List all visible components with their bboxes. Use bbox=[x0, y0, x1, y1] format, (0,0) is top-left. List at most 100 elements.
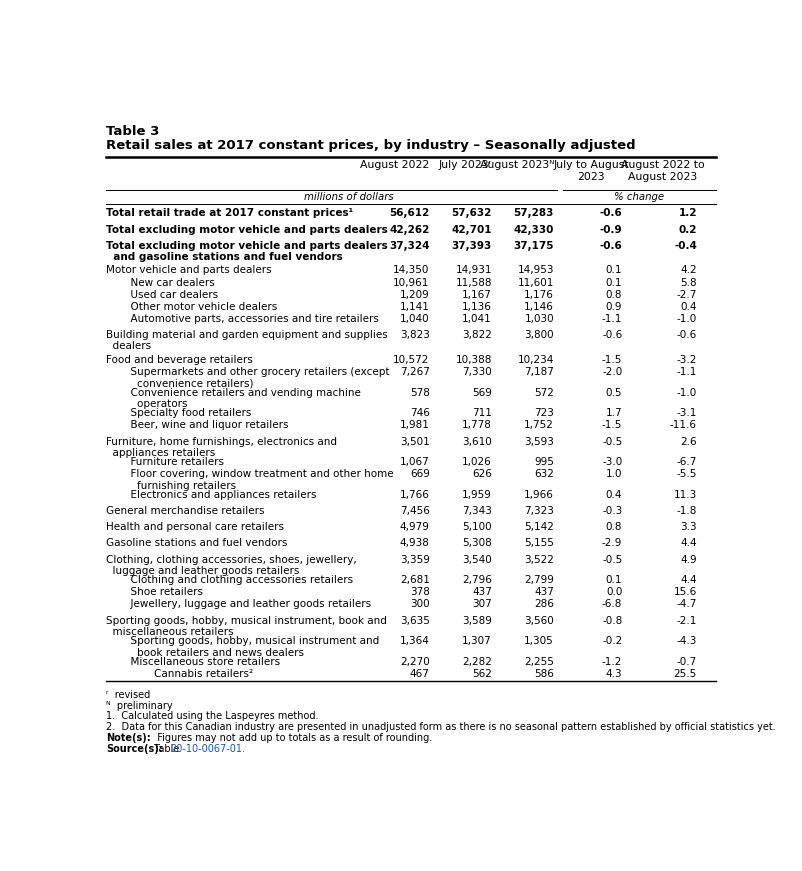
Text: -6.8: -6.8 bbox=[602, 599, 622, 610]
Text: Retail sales at 2017 constant prices, by industry – Seasonally adjusted: Retail sales at 2017 constant prices, by… bbox=[107, 139, 636, 152]
Text: -0.6: -0.6 bbox=[600, 208, 622, 219]
Text: 5,155: 5,155 bbox=[524, 538, 554, 549]
Text: 2.  Data for this Canadian industry are presented in unadjusted form as there is: 2. Data for this Canadian industry are p… bbox=[107, 722, 776, 733]
Text: Table 3: Table 3 bbox=[107, 125, 160, 138]
Text: 4.4: 4.4 bbox=[680, 576, 697, 585]
Text: Note(s):: Note(s): bbox=[107, 733, 152, 743]
Text: 437: 437 bbox=[472, 587, 492, 598]
Text: -0.5: -0.5 bbox=[602, 555, 622, 564]
Text: Total excluding motor vehicle and parts dealers
  and gasoline stations and fuel: Total excluding motor vehicle and parts … bbox=[107, 240, 388, 262]
Text: 7,343: 7,343 bbox=[462, 506, 492, 517]
Text: Source(s):: Source(s): bbox=[107, 744, 164, 753]
Text: 1,364: 1,364 bbox=[399, 637, 430, 646]
Text: 4.2: 4.2 bbox=[680, 266, 697, 275]
Text: Automotive parts, accessories and tire retailers: Automotive parts, accessories and tire r… bbox=[124, 314, 379, 324]
Text: 2,796: 2,796 bbox=[462, 576, 492, 585]
Text: 25.5: 25.5 bbox=[674, 669, 697, 679]
Text: -1.5: -1.5 bbox=[602, 421, 622, 430]
Text: Table: Table bbox=[152, 744, 183, 753]
Text: 0.1: 0.1 bbox=[606, 278, 622, 287]
Text: -1.0: -1.0 bbox=[677, 314, 697, 324]
Text: New car dealers: New car dealers bbox=[124, 278, 215, 287]
Text: 1,040: 1,040 bbox=[400, 314, 430, 324]
Text: 4.3: 4.3 bbox=[606, 669, 622, 679]
Text: Miscellaneous store retailers: Miscellaneous store retailers bbox=[124, 657, 280, 667]
Text: 3,540: 3,540 bbox=[462, 555, 492, 564]
Text: -5.5: -5.5 bbox=[677, 469, 697, 479]
Text: 0.1: 0.1 bbox=[606, 266, 622, 275]
Text: July 2023ʳ: July 2023ʳ bbox=[439, 160, 492, 170]
Text: 2,799: 2,799 bbox=[524, 576, 554, 585]
Text: 626: 626 bbox=[472, 469, 492, 479]
Text: Total excluding motor vehicle and parts dealers: Total excluding motor vehicle and parts … bbox=[107, 225, 388, 234]
Text: -0.9: -0.9 bbox=[600, 225, 622, 234]
Text: General merchandise retailers: General merchandise retailers bbox=[107, 506, 265, 517]
Text: 2,270: 2,270 bbox=[400, 657, 430, 667]
Text: 1,966: 1,966 bbox=[524, 490, 554, 500]
Text: -4.3: -4.3 bbox=[677, 637, 697, 646]
Text: -3.2: -3.2 bbox=[677, 354, 697, 365]
Text: 1,136: 1,136 bbox=[462, 301, 492, 312]
Text: 3,822: 3,822 bbox=[462, 330, 492, 340]
Text: 1,167: 1,167 bbox=[462, 290, 492, 300]
Text: Cannabis retailers²: Cannabis retailers² bbox=[141, 669, 253, 679]
Text: Health and personal care retailers: Health and personal care retailers bbox=[107, 523, 285, 532]
Text: Furniture retailers: Furniture retailers bbox=[124, 457, 224, 468]
Text: -2.9: -2.9 bbox=[602, 538, 622, 549]
Text: 7,267: 7,267 bbox=[399, 367, 430, 377]
Text: 3,823: 3,823 bbox=[399, 330, 430, 340]
Text: Used car dealers: Used car dealers bbox=[124, 290, 218, 300]
Text: Furniture, home furnishings, electronics and
  appliances retailers: Furniture, home furnishings, electronics… bbox=[107, 436, 338, 458]
Text: 286: 286 bbox=[534, 599, 554, 610]
Text: -4.7: -4.7 bbox=[677, 599, 697, 610]
Text: 4,938: 4,938 bbox=[399, 538, 430, 549]
Text: -1.0: -1.0 bbox=[677, 388, 697, 397]
Text: -0.6: -0.6 bbox=[602, 330, 622, 340]
Text: Shoe retailers: Shoe retailers bbox=[124, 587, 203, 598]
Text: 578: 578 bbox=[410, 388, 430, 397]
Text: 20-10-0067-01.: 20-10-0067-01. bbox=[171, 744, 245, 753]
Text: -1.5: -1.5 bbox=[602, 354, 622, 365]
Text: -0.6: -0.6 bbox=[677, 330, 697, 340]
Text: 7,330: 7,330 bbox=[462, 367, 492, 377]
Text: 7,187: 7,187 bbox=[524, 367, 554, 377]
Text: 0.4: 0.4 bbox=[606, 490, 622, 500]
Text: Specialty food retailers: Specialty food retailers bbox=[124, 408, 251, 418]
Text: 5,308: 5,308 bbox=[462, 538, 492, 549]
Text: July to August
2023: July to August 2023 bbox=[553, 160, 629, 182]
Text: 7,456: 7,456 bbox=[399, 506, 430, 517]
Text: August 2023ᴺ: August 2023ᴺ bbox=[480, 160, 554, 170]
Text: 37,175: 37,175 bbox=[513, 240, 554, 251]
Text: 3,359: 3,359 bbox=[399, 555, 430, 564]
Text: 746: 746 bbox=[410, 408, 430, 418]
Text: 7,323: 7,323 bbox=[524, 506, 554, 517]
Text: Other motor vehicle dealers: Other motor vehicle dealers bbox=[124, 301, 277, 312]
Text: 300: 300 bbox=[410, 599, 430, 610]
Text: % change: % change bbox=[614, 192, 665, 202]
Text: 2.6: 2.6 bbox=[680, 436, 697, 447]
Text: Total retail trade at 2017 constant prices¹: Total retail trade at 2017 constant pric… bbox=[107, 208, 354, 219]
Text: -0.8: -0.8 bbox=[602, 616, 622, 625]
Text: 669: 669 bbox=[410, 469, 430, 479]
Text: -1.8: -1.8 bbox=[677, 506, 697, 517]
Text: Electronics and appliances retailers: Electronics and appliances retailers bbox=[124, 490, 316, 500]
Text: 0.8: 0.8 bbox=[606, 523, 622, 532]
Text: Clothing and clothing accessories retailers: Clothing and clothing accessories retail… bbox=[124, 576, 353, 585]
Text: 3,560: 3,560 bbox=[525, 616, 554, 625]
Text: ᴺ  preliminary: ᴺ preliminary bbox=[107, 701, 173, 711]
Text: 3,635: 3,635 bbox=[399, 616, 430, 625]
Text: 42,330: 42,330 bbox=[513, 225, 554, 234]
Text: 1.2: 1.2 bbox=[678, 208, 697, 219]
Text: 562: 562 bbox=[472, 669, 492, 679]
Text: Building material and garden equipment and supplies
  dealers: Building material and garden equipment a… bbox=[107, 330, 388, 352]
Text: 1.7: 1.7 bbox=[606, 408, 622, 418]
Text: 0.8: 0.8 bbox=[606, 290, 622, 300]
Text: 1,067: 1,067 bbox=[400, 457, 430, 468]
Text: 3,501: 3,501 bbox=[400, 436, 430, 447]
Text: Figures may not add up to totals as a result of rounding.: Figures may not add up to totals as a re… bbox=[152, 733, 432, 743]
Text: 11.3: 11.3 bbox=[674, 490, 697, 500]
Text: -0.7: -0.7 bbox=[677, 657, 697, 667]
Text: 4,979: 4,979 bbox=[399, 523, 430, 532]
Text: 15.6: 15.6 bbox=[674, 587, 697, 598]
Text: Motor vehicle and parts dealers: Motor vehicle and parts dealers bbox=[107, 266, 272, 275]
